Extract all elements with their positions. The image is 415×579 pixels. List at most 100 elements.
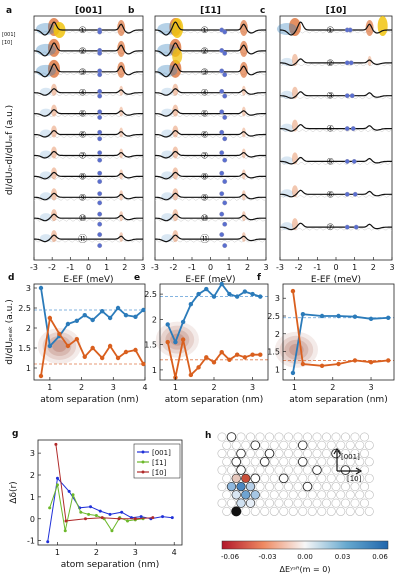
data-point — [115, 305, 121, 311]
atom-dot — [97, 50, 103, 56]
lattice-site — [288, 506, 298, 516]
data-point — [94, 513, 98, 517]
spectrum-trace — [34, 129, 143, 138]
lattice-site — [364, 506, 374, 516]
data-point — [65, 343, 71, 349]
row-number: ④ — [201, 89, 209, 99]
data-point — [89, 505, 93, 509]
data-point — [71, 493, 75, 497]
background-trace — [33, 239, 144, 243]
atom-dot — [222, 29, 228, 35]
row-number: ⑦ — [79, 151, 87, 161]
lattice-site — [260, 473, 270, 483]
heat-site — [241, 473, 251, 483]
lattice-site — [255, 465, 265, 475]
lattice-site — [321, 482, 331, 492]
lattice-site — [321, 449, 331, 459]
lattice-site — [355, 506, 365, 516]
x-tick-label: -1 — [188, 263, 196, 272]
y-tick-label: -1 — [27, 537, 35, 546]
y-tick-label: 3 — [30, 449, 35, 458]
lattice-site — [274, 482, 284, 492]
background-trace — [154, 156, 267, 159]
x-tick-label: 3 — [111, 383, 116, 392]
orange-peak — [239, 20, 248, 36]
legend-marker — [141, 450, 145, 454]
data-point — [90, 317, 95, 323]
data-point — [180, 337, 186, 342]
data-point — [188, 372, 194, 378]
direction-top: [001] — [2, 32, 15, 38]
heat-site — [245, 481, 256, 492]
atom-dot — [219, 129, 225, 135]
lattice-site — [264, 482, 274, 492]
lattice-site — [298, 473, 308, 483]
lattice-site — [359, 449, 369, 459]
lattice-site — [350, 432, 360, 442]
lattice-site — [340, 432, 350, 442]
data-point — [188, 302, 194, 307]
lattice-site-bold — [312, 465, 322, 475]
background-trace — [279, 161, 393, 165]
atom-dot — [347, 27, 353, 33]
data-point — [211, 294, 217, 299]
lattice-site — [298, 490, 308, 500]
data-point — [352, 358, 358, 363]
atom-dot — [351, 159, 357, 164]
lattice-site — [331, 498, 341, 508]
lattice-site — [255, 482, 265, 492]
row-number: ⑤ — [201, 110, 209, 120]
x-tick-label: -1 — [66, 263, 74, 272]
data-point — [336, 361, 341, 367]
orange-peak — [172, 209, 179, 222]
atom-dot — [222, 115, 228, 120]
x-tick-label: -3 — [30, 263, 38, 272]
y-tick-label: 2.5 — [18, 304, 31, 313]
data-point — [196, 291, 201, 297]
x-axis-label: E-EF (meV) — [185, 275, 235, 285]
data-point — [352, 314, 358, 319]
lattice-site — [255, 432, 265, 442]
spectrum-trace — [155, 88, 266, 96]
data-point — [48, 506, 52, 510]
lattice-site-bold — [226, 432, 237, 442]
atom-dot — [344, 159, 350, 164]
atom-dot — [350, 126, 356, 131]
lattice-site — [331, 465, 341, 475]
heat-site — [236, 481, 246, 492]
spectrum-trace — [155, 213, 266, 222]
x-tick-label: 4 — [142, 383, 147, 392]
y-tick-label: 2 — [30, 471, 35, 480]
orange-peak — [50, 104, 57, 117]
x-tick-label: 3 — [250, 383, 255, 392]
orange-peak — [119, 106, 124, 117]
lattice-site — [326, 473, 336, 483]
lattice-site-bold — [259, 456, 270, 467]
row-number: ① — [79, 26, 87, 36]
panel-title: [1̄1] — [200, 6, 221, 16]
data-point — [250, 291, 255, 297]
atom-dot — [344, 60, 350, 66]
orange-peak — [365, 20, 374, 36]
data-point — [386, 358, 391, 363]
row-number: ⑧ — [201, 172, 209, 182]
background-trace — [154, 93, 267, 97]
row-number: ⑩ — [79, 214, 87, 224]
lattice-site — [359, 465, 369, 475]
lattice-site — [317, 490, 327, 500]
x-tick-label: -3 — [276, 263, 284, 272]
heat-site — [250, 490, 260, 500]
background-trace — [34, 176, 144, 180]
data-point — [120, 510, 124, 514]
data-point — [100, 516, 104, 520]
data-point — [82, 354, 87, 359]
data-point — [319, 313, 325, 319]
lattice-site — [246, 465, 256, 475]
spectrum-trace — [280, 91, 392, 99]
data-point — [219, 281, 224, 287]
lattice-site — [355, 490, 365, 500]
orange-peak — [172, 146, 179, 159]
spectrum-trace — [280, 58, 392, 67]
lattice-site-bold — [302, 481, 313, 492]
orange-peak — [169, 59, 182, 78]
